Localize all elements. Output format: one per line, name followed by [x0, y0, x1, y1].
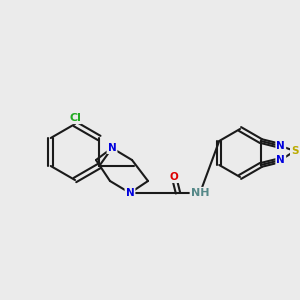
Text: N: N — [108, 143, 116, 153]
Text: N: N — [276, 141, 285, 151]
Text: N: N — [276, 155, 285, 165]
Text: N: N — [126, 188, 134, 198]
Text: O: O — [169, 172, 178, 182]
Text: Cl: Cl — [69, 113, 81, 123]
Text: NH: NH — [191, 188, 209, 198]
Text: S: S — [291, 146, 298, 156]
